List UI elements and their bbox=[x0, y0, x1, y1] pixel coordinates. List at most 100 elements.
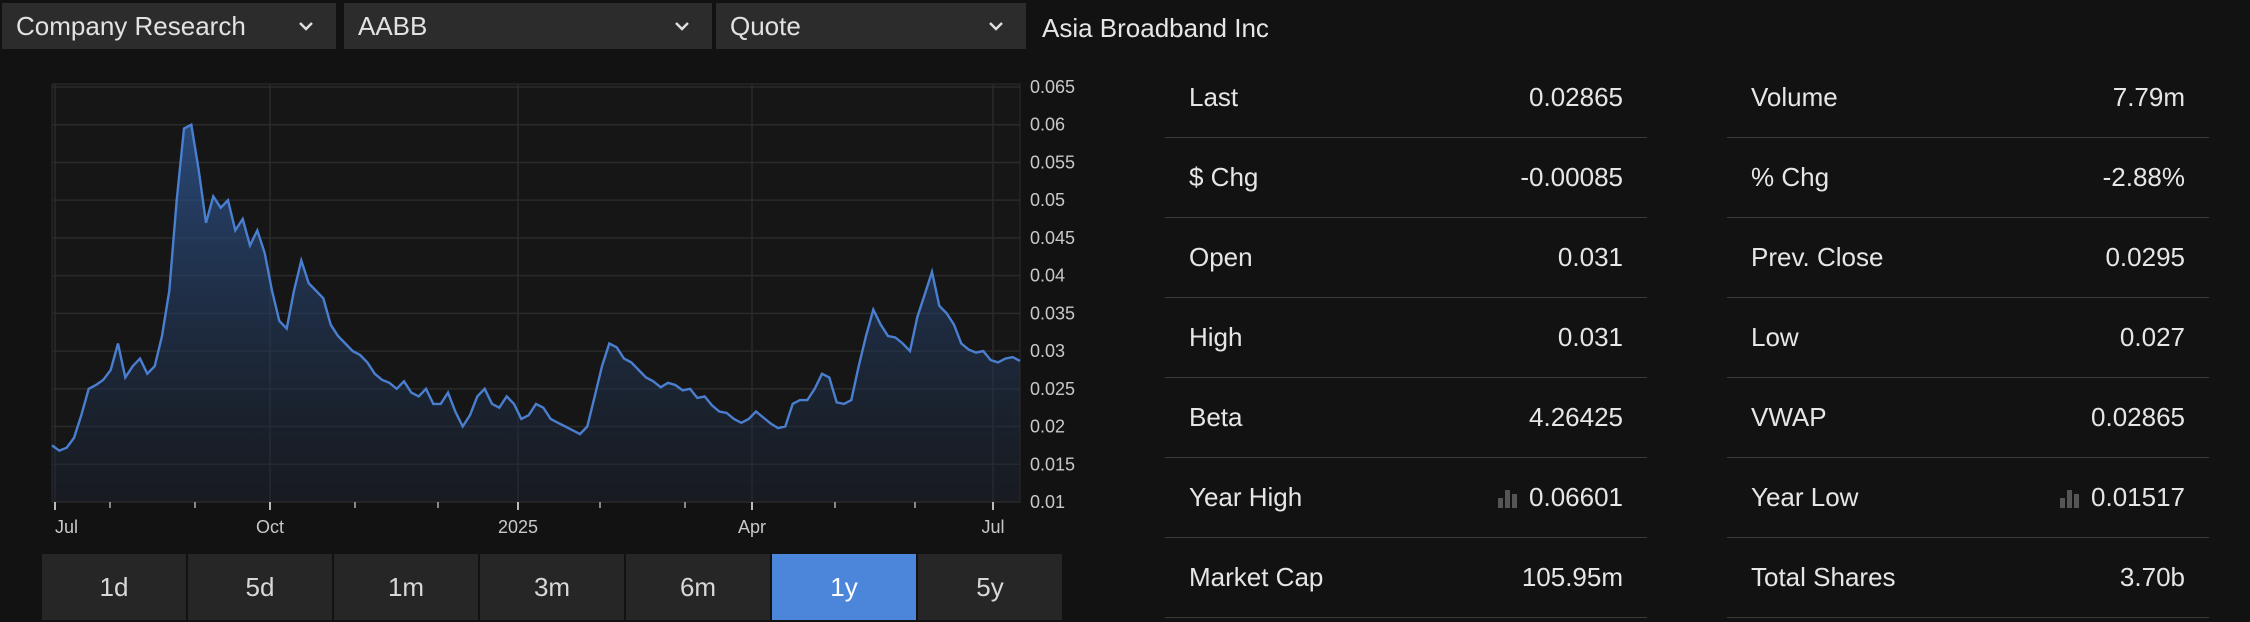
stat-value-wrap: 0.031 bbox=[1558, 322, 1623, 353]
y-tick-label: 0.065 bbox=[1030, 77, 1075, 97]
stat-row: Volume 7.79m bbox=[1727, 58, 2209, 138]
y-tick-label: 0.03 bbox=[1030, 341, 1065, 361]
stat-value: 0.01517 bbox=[2091, 482, 2185, 512]
range-button-6m[interactable]: 6m bbox=[626, 554, 770, 620]
company-name: Asia Broadband Inc bbox=[1042, 13, 1269, 43]
stat-value-wrap: 0.01517 bbox=[2059, 482, 2185, 513]
y-tick-label: 0.04 bbox=[1030, 266, 1065, 286]
range-button-1d[interactable]: 1d bbox=[42, 554, 186, 620]
stat-row: Year High 0.06601 bbox=[1165, 458, 1647, 538]
stat-value-wrap: 0.02865 bbox=[2091, 402, 2185, 433]
stat-row: Market Cap 105.95m bbox=[1165, 538, 1647, 618]
y-tick-label: 0.045 bbox=[1030, 228, 1075, 248]
stat-value: 0.031 bbox=[1557, 242, 1623, 272]
price-line bbox=[51, 122, 1021, 453]
price-chart-svg[interactable]: 0.065 0.06 0.055 0.05 0.045 0.04 0.035 0.03 0.02… bbox=[0, 60, 1110, 550]
stat-value-wrap: 3.70b bbox=[2120, 562, 2185, 593]
stat-label: Prev. Close bbox=[1751, 242, 1884, 272]
stat-label: % Chg bbox=[1751, 162, 1830, 192]
range-button-3m[interactable]: 3m bbox=[480, 554, 624, 620]
stat-row: Total Shares 3.70b bbox=[1727, 538, 2209, 618]
stat-value: 3.70b bbox=[2119, 562, 2185, 592]
stat-label: Last bbox=[1189, 82, 1239, 112]
symbol-dropdown[interactable]: AABB bbox=[344, 3, 712, 49]
y-tick-label: 0.01 bbox=[1030, 492, 1065, 512]
stat-label: Year High bbox=[1189, 482, 1303, 512]
stat-label: Year Low bbox=[1751, 482, 1859, 512]
x-axis-ticks: Jul Oct 2025 Apr Jul bbox=[54, 502, 1005, 537]
stat-row: Year Low 0.01517 bbox=[1727, 458, 2209, 538]
stat-row: % Chg -2.88% bbox=[1727, 138, 2209, 218]
quote-stats-left: Last 0.02865 $ Chg -0.00085 Open 0.031 High 0.0… bbox=[1165, 58, 1647, 618]
x-tick-label: Apr bbox=[738, 517, 766, 537]
stat-label: Total Shares bbox=[1751, 562, 1896, 592]
x-tick-label: Jul bbox=[981, 517, 1004, 537]
y-tick-label: 0.025 bbox=[1030, 379, 1075, 399]
stat-value: 0.027 bbox=[2119, 322, 2185, 352]
stat-label: Market Cap bbox=[1189, 562, 1324, 592]
stat-label: $ Chg bbox=[1189, 162, 1259, 192]
y-tick-label: 0.035 bbox=[1030, 303, 1075, 323]
stat-value: 0.02865 bbox=[1529, 82, 1623, 112]
stat-value: 4.26425 bbox=[1529, 402, 1623, 432]
stat-value: 0.02865 bbox=[2091, 402, 2185, 432]
stat-value-wrap: -0.00085 bbox=[1520, 162, 1623, 193]
stat-value-wrap: 0.0295 bbox=[2105, 242, 2185, 273]
x-tick-label: Jul bbox=[55, 517, 78, 537]
stat-value-wrap: 0.06601 bbox=[1497, 482, 1623, 513]
y-tick-label: 0.06 bbox=[1030, 115, 1065, 135]
stat-value-wrap: 105.95m bbox=[1522, 562, 1623, 593]
y-tick-label: 0.055 bbox=[1030, 152, 1075, 172]
bar-chart-icon[interactable] bbox=[2059, 488, 2081, 508]
stat-value: 105.95m bbox=[1521, 562, 1623, 592]
chevron-down-icon bbox=[675, 22, 689, 31]
quote-stats-right: Volume 7.79m % Chg -2.88% Prev. Close 0.0295 L… bbox=[1727, 58, 2209, 618]
stat-row: Prev. Close 0.0295 bbox=[1727, 218, 2209, 298]
stat-value-wrap: 4.26425 bbox=[1529, 402, 1623, 433]
stat-row: High 0.031 bbox=[1165, 298, 1647, 378]
y-axis-ticks: 0.065 0.06 0.055 0.05 0.045 0.04 0.035 0.03 0.02… bbox=[1030, 77, 1075, 512]
stat-label: Open bbox=[1189, 242, 1253, 272]
stat-label: Volume bbox=[1751, 82, 1838, 112]
stat-row: $ Chg -0.00085 bbox=[1165, 138, 1647, 218]
dropdown-label: AABB bbox=[358, 10, 428, 41]
x-tick-label: Oct bbox=[256, 517, 284, 537]
stat-value-wrap: 7.79m bbox=[2113, 82, 2185, 113]
dropdown-label: Quote bbox=[730, 10, 801, 41]
stat-value-wrap: 0.031 bbox=[1558, 242, 1623, 273]
range-button-1y[interactable]: 1y bbox=[772, 554, 916, 620]
range-selector: 1d 5d 1m 3m 6m 1y 5y bbox=[42, 554, 1064, 620]
stat-label: Beta bbox=[1189, 402, 1243, 432]
chevron-down-icon bbox=[989, 22, 1003, 31]
stat-value: 0.031 bbox=[1557, 322, 1623, 352]
stat-value-wrap: 0.027 bbox=[2120, 322, 2185, 353]
top-toolbar: Company Research AABB Quote Asia Broadba… bbox=[0, 0, 2250, 52]
company-research-dropdown[interactable]: Company Research bbox=[2, 3, 336, 49]
stat-row: Beta 4.26425 bbox=[1165, 378, 1647, 458]
stat-row: Low 0.027 bbox=[1727, 298, 2209, 378]
bar-chart-icon[interactable] bbox=[1497, 488, 1519, 508]
stat-label: VWAP bbox=[1751, 402, 1827, 432]
stat-value: 7.79m bbox=[2112, 82, 2185, 112]
y-tick-label: 0.05 bbox=[1030, 190, 1065, 210]
stat-value: 0.0295 bbox=[2105, 242, 2185, 272]
stat-row: Last 0.02865 bbox=[1165, 58, 1647, 138]
price-area bbox=[52, 124, 1020, 502]
stat-row: Open 0.031 bbox=[1165, 218, 1647, 298]
stat-value: -0.00085 bbox=[1520, 162, 1623, 192]
range-button-5d[interactable]: 5d bbox=[188, 554, 332, 620]
y-tick-label: 0.015 bbox=[1030, 454, 1075, 474]
stat-value: 0.06601 bbox=[1529, 482, 1623, 512]
dropdown-label: Company Research bbox=[16, 10, 246, 41]
price-chart[interactable]: 0.065 0.06 0.055 0.05 0.045 0.04 0.035 0.03 0.02… bbox=[0, 60, 1110, 550]
range-button-1m[interactable]: 1m bbox=[334, 554, 478, 620]
stat-label: Low bbox=[1751, 322, 1799, 352]
stat-row: VWAP 0.02865 bbox=[1727, 378, 2209, 458]
stat-label: High bbox=[1189, 322, 1243, 352]
y-tick-label: 0.02 bbox=[1030, 417, 1065, 437]
stat-value: -2.88% bbox=[2102, 162, 2185, 192]
range-button-5y[interactable]: 5y bbox=[918, 554, 1062, 620]
view-dropdown[interactable]: Quote bbox=[716, 3, 1026, 49]
chevron-down-icon bbox=[299, 22, 313, 31]
stat-value-wrap: 0.02865 bbox=[1529, 82, 1623, 113]
